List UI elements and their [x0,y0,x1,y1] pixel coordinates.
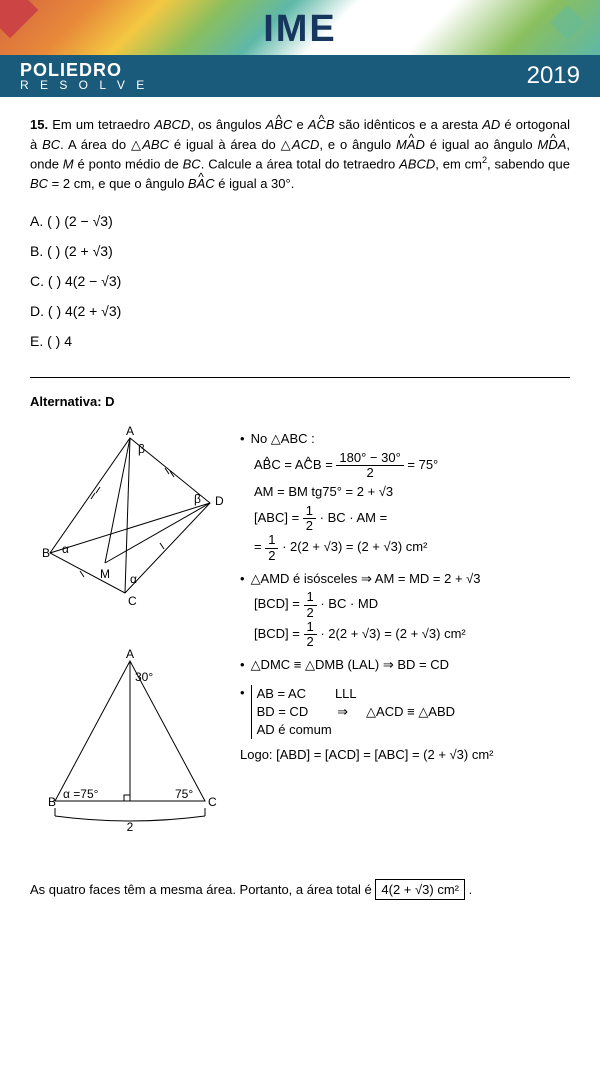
svg-text:β: β [194,492,201,506]
brand-block: POLIEDRO R E S O L V E [20,61,148,91]
svg-text:30°: 30° [135,670,153,684]
divider [30,377,570,378]
svg-text:α =75°: α =75° [63,787,99,801]
content: 15. Em um tetraedro ABCD, os ângulos ABC… [0,97,600,920]
sol-cases: AB = AC LLLBD = CD ⇒ △ACD ≡ △ABDAD é com… [251,685,455,740]
sol-line: △AMD é isósceles ⇒ AM = MD = 2 + √3 [251,567,481,590]
diagrams-column: A B C D M α α β β [30,423,230,849]
sol-line: No △ABC : [251,427,315,450]
svg-text:β: β [138,442,145,456]
svg-text:α: α [130,572,137,586]
svg-text:B: B [48,795,56,809]
svg-text:A: A [126,647,134,661]
brand-bar: POLIEDRO R E S O L V E 2019 [0,55,600,97]
svg-text:2: 2 [127,820,134,834]
svg-text:C: C [208,795,217,809]
brand-sub: R E S O L V E [20,79,148,91]
svg-text:75°: 75° [175,787,193,801]
svg-text:α: α [62,542,69,556]
option-d: D. ( ) 4(2 + √3) [30,297,570,325]
option-b: B. ( ) (2 + √3) [30,237,570,265]
brand-main: POLIEDRO [20,61,148,79]
answer-label: Alternativa: D [30,394,570,409]
sol-conclusion: Logo: [ABD] = [ACD] = [ABC] = (2 + √3) c… [240,743,570,766]
question-number: 15. [30,117,48,132]
math-column: •No △ABC : ABC = ACB = 180° − 30°2 = 75°… [240,423,570,849]
solution-block: A B C D M α α β β [30,423,570,849]
svg-text:C: C [128,594,137,608]
svg-text:D: D [215,494,224,508]
question-text: 15. Em um tetraedro ABCD, os ângulos ABC… [30,115,570,193]
header-decoration: IME [0,0,600,55]
sol-line: △DMC ≡ △DMB (LAL) ⇒ BD = CD [251,653,449,676]
option-e: E. ( ) 4 [30,327,570,355]
options-list: A. ( ) (2 − √3) B. ( ) (2 + √3) C. ( ) 4… [30,207,570,355]
ime-logo: IME [263,8,337,51]
diagram-tetrahedron: A B C D M α α β β [30,423,230,633]
sol-line: AM = BM tg75° = 2 + √3 [240,480,570,503]
option-a: A. ( ) (2 − √3) [30,207,570,235]
boxed-answer: 4(2 + √3) cm² [375,879,465,900]
svg-text:A: A [126,424,134,438]
svg-text:B: B [42,546,50,560]
option-c: C. ( ) 4(2 − √3) [30,267,570,295]
final-answer: As quatro faces têm a mesma área. Portan… [30,879,570,900]
svg-text:M: M [100,567,110,581]
year: 2019 [527,62,580,90]
diagram-triangle: A B C 30° α =75° 75° 2 [30,646,230,846]
